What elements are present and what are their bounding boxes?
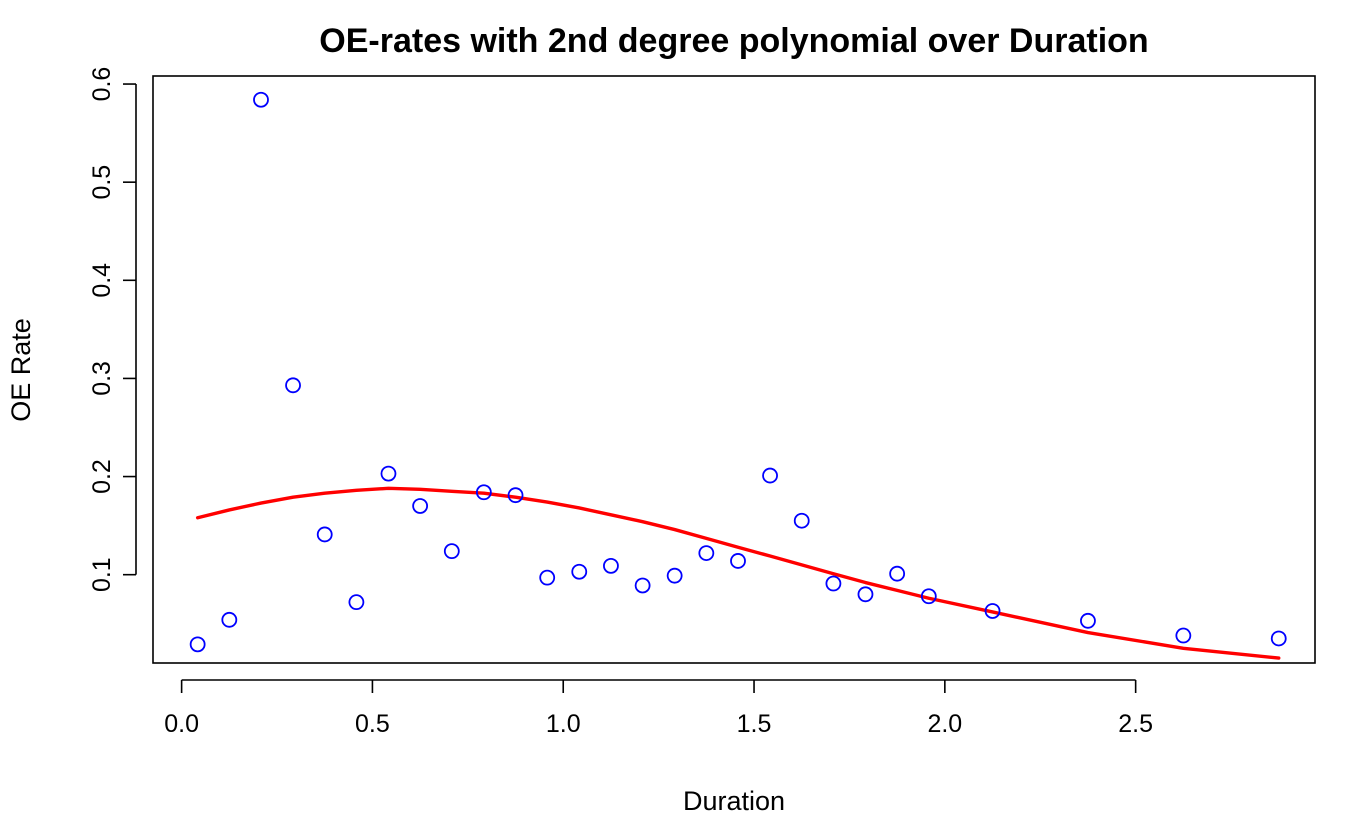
y-tick-label: 0.6 — [88, 67, 116, 102]
x-tick-label: 2.5 — [1118, 710, 1153, 738]
data-point — [348, 594, 365, 611]
data-point — [443, 543, 460, 560]
data-point — [1080, 612, 1096, 629]
data-point — [221, 611, 238, 628]
data-point — [189, 636, 206, 653]
data-point — [825, 575, 842, 592]
data-point — [857, 586, 874, 603]
fitted-polynomial-curve — [195, 486, 1281, 660]
x-tick-label: 0.0 — [164, 710, 199, 738]
data-point — [285, 377, 301, 394]
points-layer — [189, 91, 1287, 653]
data-point — [475, 484, 492, 501]
data-point — [380, 465, 397, 482]
y-axis: 0.1 0.2 0.3 0.4 0.5 0.6 — [88, 67, 137, 592]
data-point — [603, 557, 619, 574]
y-tick-label: 0.5 — [88, 165, 116, 200]
data-point — [666, 567, 683, 584]
x-tick-label: 0.5 — [355, 710, 390, 738]
chart-title: OE-rates with 2nd degree polynomial over… — [319, 22, 1148, 60]
data-point — [920, 588, 937, 605]
data-point — [889, 565, 906, 582]
data-point — [1270, 630, 1287, 647]
x-tick-label: 2.0 — [927, 710, 962, 738]
data-point — [507, 487, 524, 504]
data-point — [571, 563, 588, 580]
data-point — [316, 526, 333, 543]
data-point — [984, 603, 1001, 619]
data-point — [698, 545, 715, 561]
x-axis-label: Duration — [683, 786, 785, 816]
data-point — [793, 512, 810, 529]
data-point — [730, 553, 746, 569]
data-point — [634, 577, 651, 594]
fitted-curve-layer — [195, 486, 1281, 660]
x-axis: 0.0 0.5 1.0 1.5 2.0 2.5 — [164, 679, 1153, 738]
y-tick-label: 0.3 — [88, 361, 116, 396]
y-tick-label: 0.1 — [88, 557, 116, 592]
data-point — [762, 467, 778, 484]
y-tick-label: 0.2 — [88, 459, 116, 494]
data-point — [1175, 627, 1192, 644]
x-tick-label: 1.0 — [546, 710, 581, 738]
data-point — [539, 569, 556, 586]
plot-frame — [152, 75, 1316, 664]
data-point — [253, 91, 269, 108]
y-tick-label: 0.4 — [88, 263, 116, 298]
y-axis-label: OE Rate — [6, 318, 36, 422]
x-tick-label: 1.5 — [737, 710, 772, 738]
data-point — [412, 498, 429, 514]
